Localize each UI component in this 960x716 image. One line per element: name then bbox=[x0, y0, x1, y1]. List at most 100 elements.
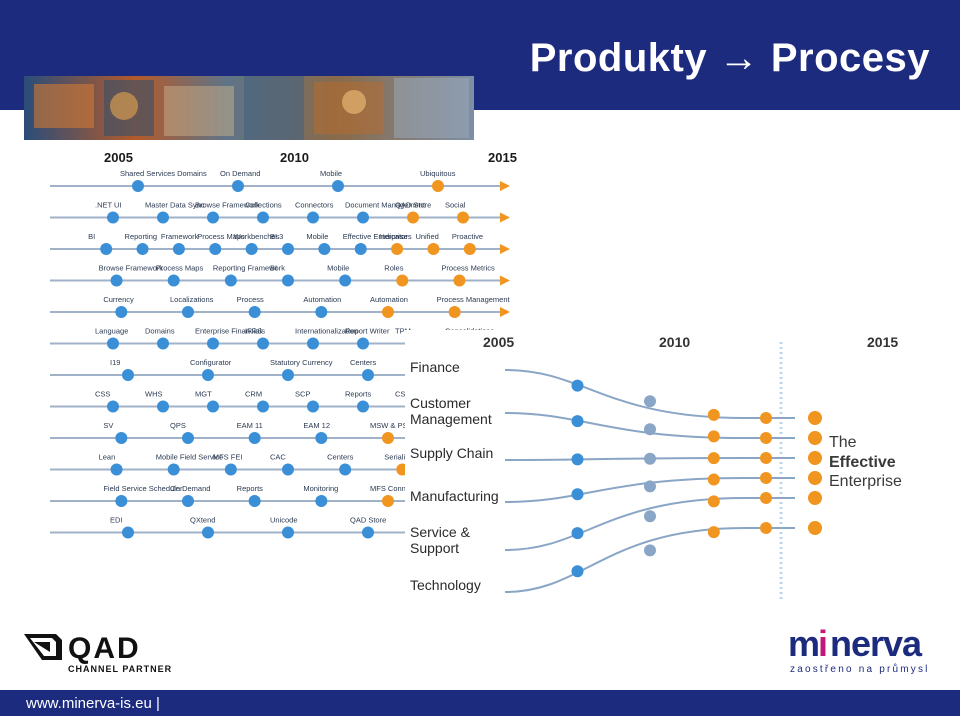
convergence-year-2015: 2015 bbox=[867, 334, 898, 350]
convergence-dot bbox=[571, 379, 584, 392]
timeline-label: QAD Store bbox=[395, 201, 431, 210]
minerva-logo: m i nerva zaostřeno na průmysl bbox=[788, 623, 930, 675]
timeline-label: Roles bbox=[384, 264, 403, 273]
timeline-label: BI bbox=[270, 264, 277, 273]
timeline-dot bbox=[362, 369, 374, 381]
timeline-dot bbox=[157, 400, 169, 413]
timeline-dot bbox=[391, 243, 404, 255]
convergence-year-2010: 2010 bbox=[659, 334, 690, 350]
convergence-dot bbox=[644, 480, 656, 493]
target-effective: Effective bbox=[829, 454, 896, 471]
timeline-dot bbox=[315, 306, 328, 318]
timeline-label: Proactive bbox=[452, 232, 483, 241]
timeline-row-arrow bbox=[500, 181, 510, 191]
timeline-dot bbox=[427, 243, 440, 255]
convergence-dot bbox=[707, 473, 720, 486]
timeline-label: CSS bbox=[95, 390, 110, 399]
timeline-label: I19 bbox=[110, 358, 120, 367]
timeline-label: Document Management bbox=[345, 201, 426, 210]
timeline-label: Process bbox=[237, 295, 264, 304]
timeline-year-2010: 2010 bbox=[280, 150, 309, 165]
timeline-dot bbox=[282, 274, 294, 287]
convergence-dot bbox=[760, 472, 772, 484]
footer-url[interactable]: www.minerva-is.eu | bbox=[26, 695, 160, 712]
timeline-year-2005: 2005 bbox=[104, 150, 133, 165]
qad-logo: QAD CHANNEL PARTNER bbox=[24, 632, 171, 674]
timeline-dot bbox=[167, 463, 180, 476]
timeline-label: Mobile bbox=[327, 264, 349, 273]
timeline-dot bbox=[453, 274, 466, 287]
timeline-label: Social bbox=[445, 201, 466, 210]
timeline-dot bbox=[115, 432, 128, 444]
header-photo-collage bbox=[24, 76, 474, 140]
convergence-dot bbox=[571, 453, 584, 466]
target-enterprise: Enterprise bbox=[829, 473, 902, 490]
timeline-dot bbox=[224, 463, 237, 476]
timeline-dot bbox=[107, 400, 119, 413]
convergence-dot bbox=[707, 430, 720, 443]
timeline-label: Mobile Field Service bbox=[156, 453, 224, 462]
minerva-tagline: zaostřeno na průmysl bbox=[790, 663, 930, 675]
timeline-label: On Demand bbox=[170, 484, 210, 493]
timeline-label: BI 3 bbox=[270, 232, 283, 241]
target-the: The bbox=[829, 434, 857, 451]
timeline-label: Reporting Framework bbox=[213, 264, 285, 273]
convergence-dot bbox=[644, 452, 656, 465]
timeline-row-arrow bbox=[500, 244, 510, 254]
convergence-dot bbox=[644, 395, 656, 408]
timeline-label: Lean bbox=[99, 453, 116, 462]
convergence-dot bbox=[571, 415, 584, 428]
timeline-dot bbox=[448, 306, 461, 318]
timeline-dot bbox=[357, 400, 369, 413]
timeline-label: MFS FEI bbox=[213, 453, 243, 462]
timeline-row-arrow bbox=[500, 275, 510, 286]
timeline-label: EAM 12 bbox=[303, 421, 330, 430]
timeline-dot bbox=[132, 180, 144, 192]
timeline-label: .NET UI bbox=[95, 201, 122, 210]
timeline-dot bbox=[318, 243, 331, 255]
timeline-dot bbox=[257, 337, 269, 350]
timeline-label: Reporting bbox=[125, 232, 158, 241]
timeline-label: Configurator bbox=[190, 358, 232, 367]
timeline-dot bbox=[100, 243, 113, 255]
timeline-label: Collections bbox=[245, 201, 282, 210]
svg-text:m: m bbox=[788, 623, 819, 664]
timeline-label: Currency bbox=[103, 295, 134, 304]
timeline-label: EAM 11 bbox=[237, 421, 263, 430]
timeline-dot bbox=[315, 432, 328, 444]
svg-text:i: i bbox=[818, 623, 827, 664]
timeline-label: Process Management bbox=[437, 295, 511, 304]
timeline-label: WHS bbox=[145, 390, 163, 399]
category-supply-chain: Supply Chain bbox=[410, 445, 493, 461]
timeline-dot bbox=[157, 337, 169, 350]
timeline-label: Domains bbox=[145, 327, 175, 336]
convergence-dot bbox=[760, 452, 772, 464]
timeline-label: Process Maps bbox=[156, 264, 204, 273]
timeline-label: MFS Connectivity bbox=[370, 484, 429, 493]
timeline-dot bbox=[396, 274, 409, 287]
timeline-row-arrow bbox=[500, 307, 510, 317]
convergence-dot bbox=[760, 522, 772, 534]
timeline-label: SCP bbox=[295, 390, 310, 399]
timeline-dot bbox=[457, 211, 469, 224]
convergence-end-dot bbox=[808, 521, 822, 535]
timeline-dot bbox=[282, 369, 294, 381]
timeline-row-arrow bbox=[500, 212, 510, 223]
timeline-dot bbox=[339, 463, 352, 476]
timeline-label: QXtend bbox=[190, 516, 215, 525]
timeline-dot bbox=[307, 211, 319, 224]
timeline-label: Reports bbox=[237, 484, 264, 493]
convergence-dot bbox=[707, 408, 720, 421]
convergence-dot bbox=[760, 492, 772, 504]
convergence-dot bbox=[760, 412, 772, 424]
category-manufacturing: Manufacturing bbox=[410, 488, 499, 504]
timeline-label: Localizations bbox=[170, 295, 214, 304]
timeline-label: Mobile bbox=[320, 169, 342, 178]
footer-bar bbox=[0, 690, 960, 716]
timeline-dot bbox=[232, 180, 244, 192]
timeline-label: Browse Framework bbox=[99, 264, 164, 273]
timeline-dot bbox=[136, 243, 149, 255]
timeline-dot bbox=[463, 243, 476, 255]
timeline-label: EDI bbox=[110, 516, 123, 525]
timeline-dot bbox=[307, 337, 319, 350]
